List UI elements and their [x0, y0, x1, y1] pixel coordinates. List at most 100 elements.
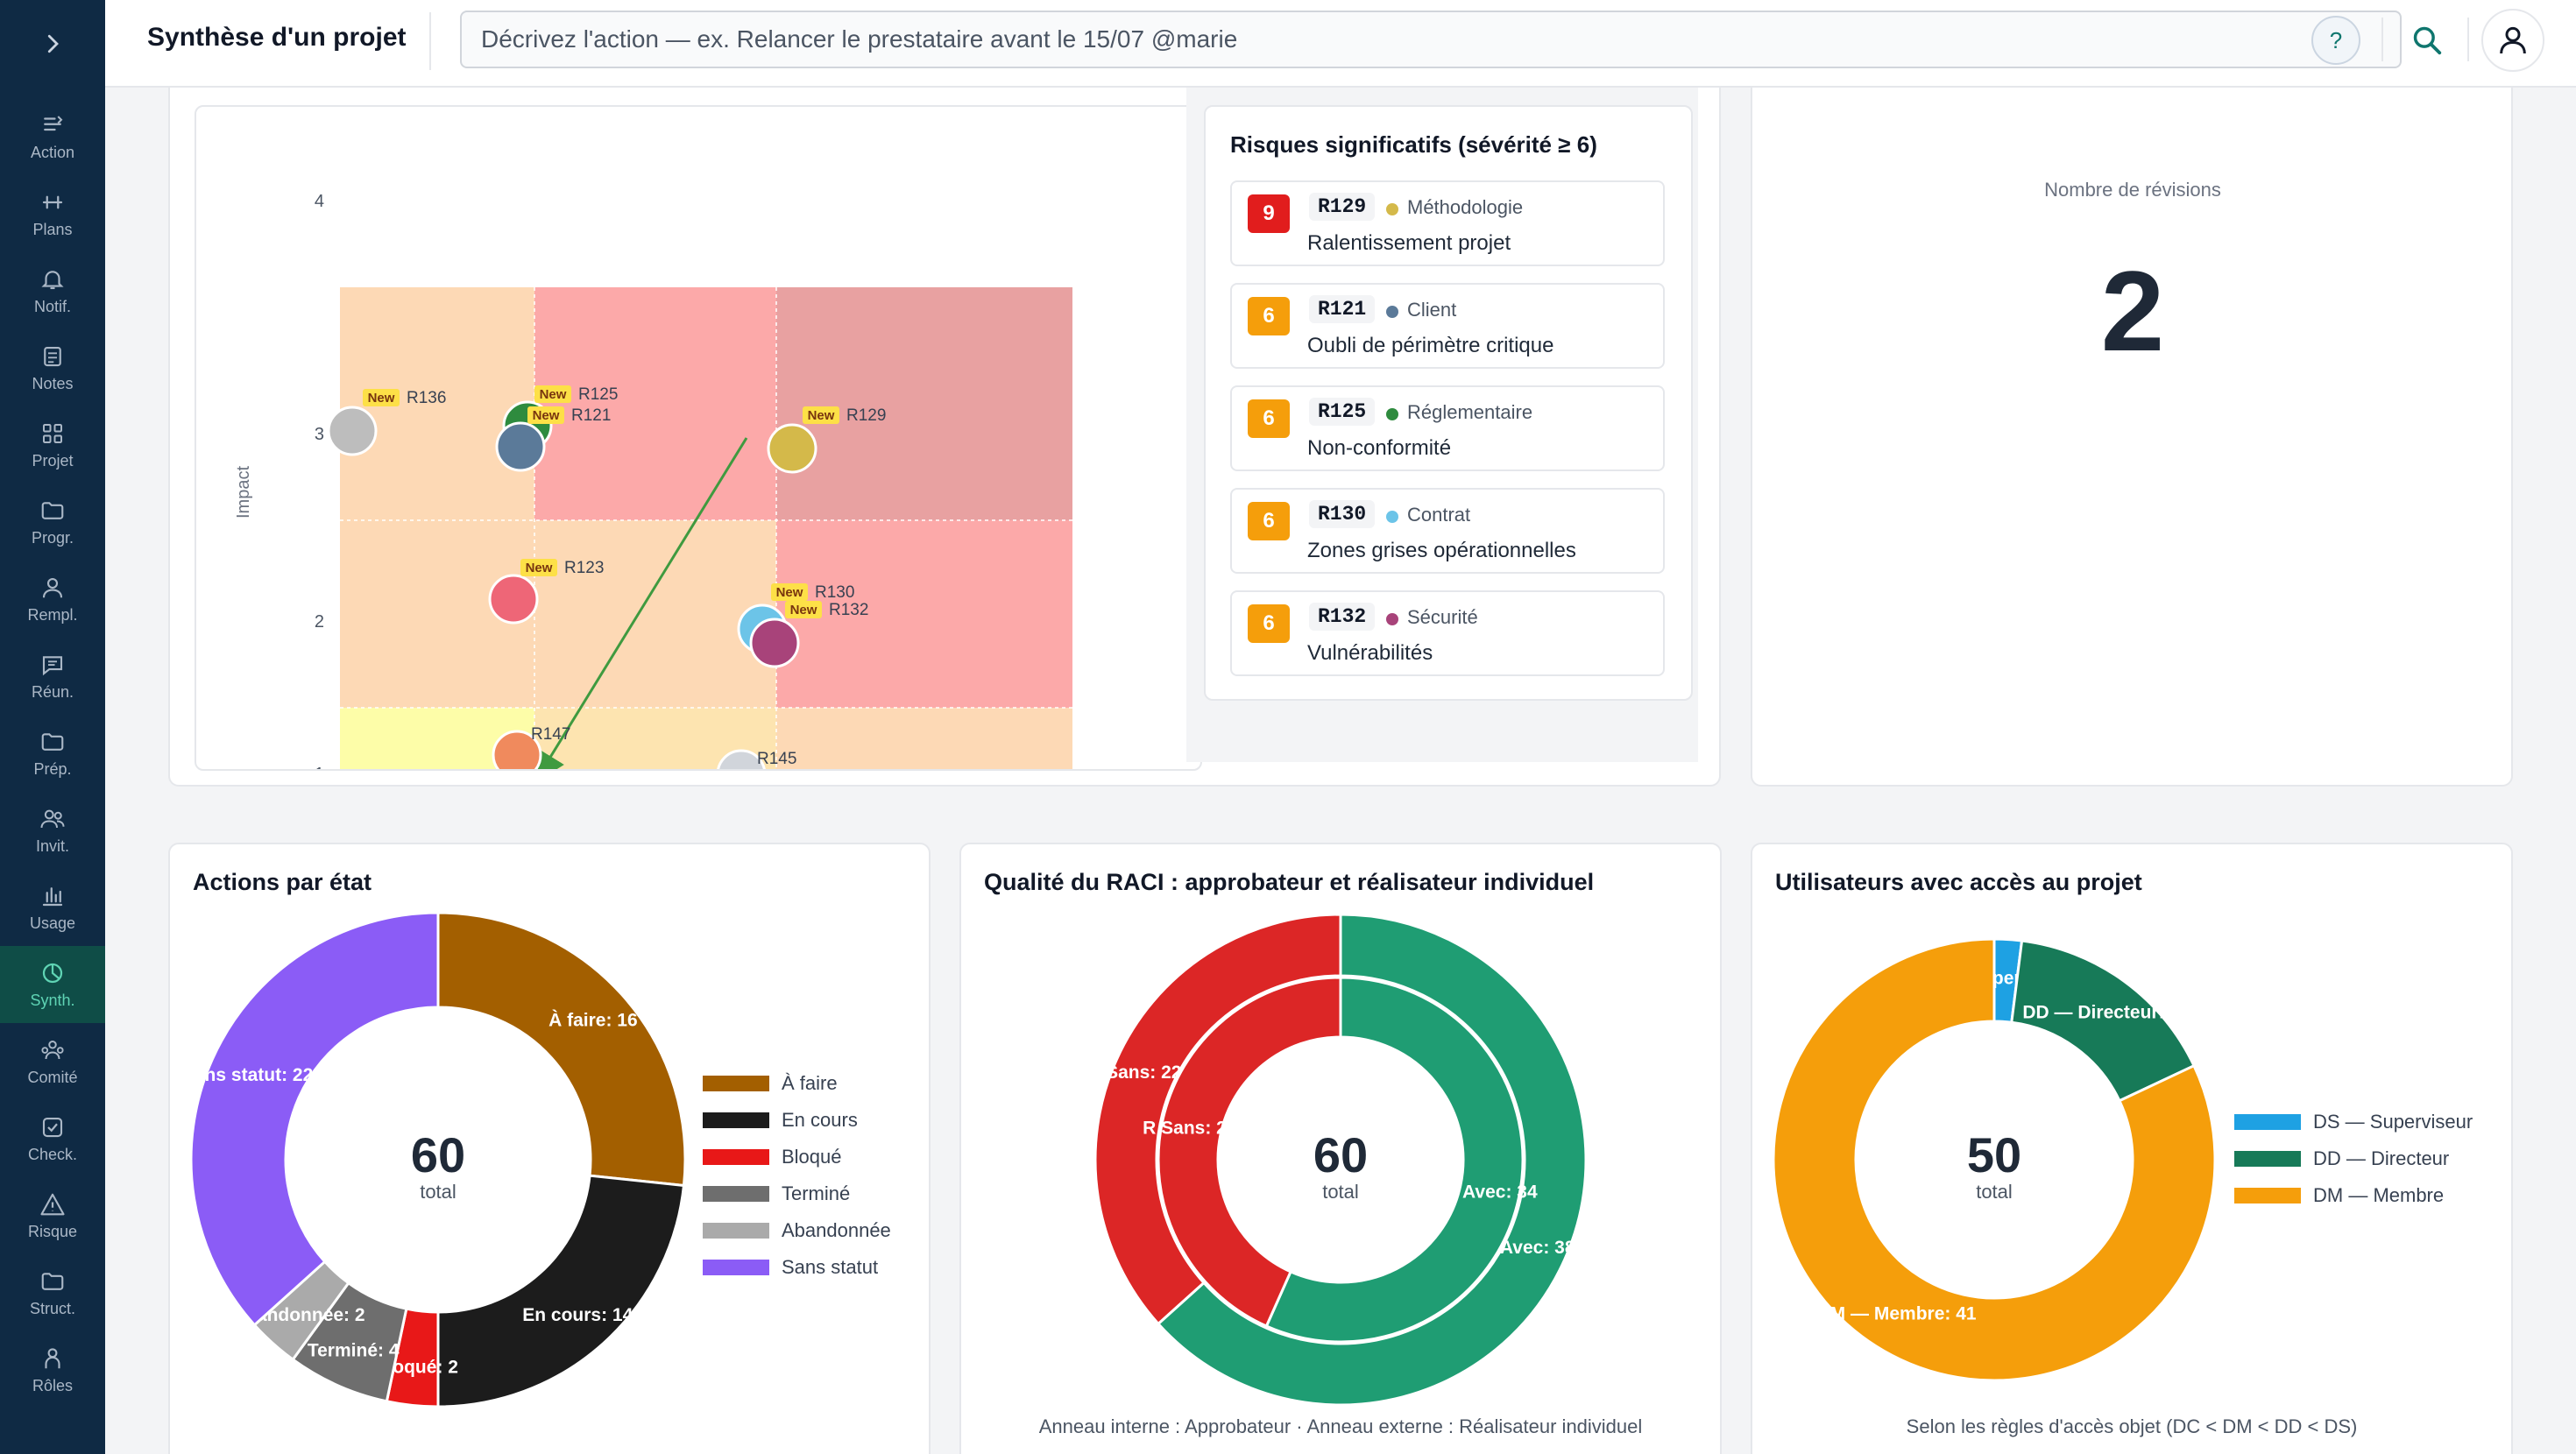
sidebar-item-comité[interactable]: Comité [0, 1023, 105, 1100]
risk-point-r136 [327, 406, 378, 456]
donut-slice [1157, 976, 1342, 1328]
legend-item[interactable]: À faire [703, 1065, 891, 1102]
risk-item-r129[interactable]: 9 R129 Méthodologie Ralentissement projet [1230, 180, 1665, 266]
new-badge [771, 583, 808, 601]
legend-item[interactable]: En cours [703, 1102, 891, 1139]
risk-item-r130[interactable]: 6 R130 Contrat Zones grises opérationnelles [1230, 488, 1665, 574]
sidebar-item-notif[interactable]: Notif. [0, 252, 105, 329]
legend-label: En cours [782, 1109, 858, 1131]
legend-label: Bloqué [782, 1146, 842, 1168]
sidebar-item-usage[interactable]: Usage [0, 869, 105, 946]
sidebar-item-plans[interactable]: Plans [0, 175, 105, 252]
sidebar-item-rôles[interactable]: Rôles [0, 1331, 105, 1408]
sidebar-item-synth[interactable]: Synth. [0, 946, 105, 1023]
sidebar-item-label: Rempl. [27, 605, 78, 624]
risk-point-label: R121 [571, 406, 611, 425]
sidebar-item-label: Action [30, 143, 75, 161]
risk-name: Ralentissement projet [1307, 231, 1511, 255]
legend-label: Terminé [782, 1182, 851, 1204]
legend-swatch [703, 1260, 769, 1275]
donut-total: 50 [1967, 1127, 2021, 1182]
slice-label: Sans statut: 22 [182, 1065, 313, 1085]
matrix-cell [534, 520, 776, 708]
sidebar-item-struct[interactable]: Struct. [0, 1254, 105, 1331]
matrix-cell [534, 287, 776, 520]
sidebar-item-notes[interactable]: Notes [0, 329, 105, 406]
new-badge-label: New [540, 387, 567, 402]
risk-point-label: R123 [564, 559, 604, 577]
legend-swatch [2234, 1188, 2301, 1203]
new-badge-label: New [533, 408, 560, 423]
help-button[interactable]: ? [2311, 16, 2360, 65]
users-footnote: Selon les règles d'accès objet (DC < DM … [1906, 1415, 2358, 1437]
sidebar-item-label: Usage [29, 914, 76, 932]
donut-total-label: total [1322, 1181, 1359, 1203]
page-title: Synthèse d'un projet [147, 23, 407, 52]
actions-by-state-title: Actions par état [193, 869, 372, 895]
sidebar-item-réun[interactable]: Réun. [0, 638, 105, 715]
sidebar-item-invit[interactable]: Invit. [0, 792, 105, 869]
legend-swatch [703, 1186, 769, 1202]
legend-swatch [2234, 1114, 2301, 1130]
actions-legend: À faire En cours Bloqué Terminé Abandonnée Sa… [703, 1065, 891, 1286]
role-icon [45, 1347, 60, 1368]
user-icon [2500, 26, 2526, 54]
legend-label: À faire [782, 1072, 838, 1094]
revisions-label: Nombre de révisions [2044, 179, 2221, 201]
legend-item[interactable]: DD — Directeur [2234, 1140, 2473, 1177]
chat-icon [42, 655, 63, 675]
users-donut-chart: DS — Superviseur: 1DD — Directeur: 8DM —… [1772, 937, 2217, 1382]
category-dot [1386, 511, 1398, 523]
severity-badge: 6 [1248, 399, 1290, 438]
slice-label: DM — Membre: 41 [1817, 1304, 1977, 1324]
sidebar-item-check[interactable]: Check. [0, 1100, 105, 1177]
risk-name: Vulnérabilités [1307, 641, 1433, 665]
risk-point-label: R147 [531, 725, 570, 744]
legend-item[interactable]: Terminé [703, 1175, 891, 1212]
legend-swatch [703, 1149, 769, 1165]
sidebar-item-label: Progr. [31, 528, 74, 547]
category-dot [1386, 613, 1398, 625]
raci-footnote: Anneau interne : Approbateur · Anneau ex… [1038, 1415, 1643, 1437]
help-label: ? [2329, 26, 2343, 53]
risk-item-r132[interactable]: 6 R132 Sécurité Vulnérabilités [1230, 590, 1665, 676]
new-badge [363, 389, 400, 406]
slice-label: En cours: 14 [522, 1305, 633, 1325]
sidebar-toggle-button[interactable] [0, 0, 105, 88]
users-access-card: Utilisateurs avec accès au projet DS — S… [1751, 843, 2513, 1454]
legend-swatch [703, 1076, 769, 1091]
slice-label: R Sans: 26 [1143, 1118, 1236, 1138]
legend-item[interactable]: Bloqué [703, 1139, 891, 1175]
legend-item[interactable]: Abandonnée [703, 1212, 891, 1249]
donut-slice [436, 1174, 686, 1408]
new-badge-label: New [776, 585, 803, 600]
account-button[interactable] [2481, 9, 2544, 72]
risk-item-r125[interactable]: 6 R125 Réglementaire Non-conformité [1230, 385, 1665, 471]
sidebar-item-label: Réun. [31, 682, 74, 701]
sidebar-item-rempl[interactable]: Rempl. [0, 561, 105, 638]
sidebar-item-projet[interactable]: Projet [0, 406, 105, 483]
sidebar-item-action[interactable]: Action [0, 98, 105, 175]
search-button[interactable] [2403, 16, 2452, 65]
y-axis-label: Impact [234, 466, 253, 519]
action-icon [44, 115, 63, 131]
risk-item-r121[interactable]: 6 R121 Client Oubli de périmètre critique [1230, 283, 1665, 369]
notes-icon [44, 346, 61, 366]
legend-item[interactable]: DS — Superviseur [2234, 1104, 2473, 1140]
legend-swatch [703, 1223, 769, 1239]
severity-badge: 6 [1248, 502, 1290, 540]
sidebar-item-risque[interactable]: Risque [0, 1177, 105, 1254]
significant-risks-title: Risques significatifs (sévérité ≥ 6) [1230, 131, 1597, 158]
raci-quality-card: Qualité du RACI : approbateur et réalisa… [959, 843, 1722, 1454]
sidebar-item-prép[interactable]: Prép. [0, 715, 105, 792]
legend-item[interactable]: Sans statut [703, 1249, 891, 1286]
category-dot [1386, 408, 1398, 420]
donut-slice [1156, 913, 1588, 1407]
sidebar-item-progr[interactable]: Progr. [0, 483, 105, 561]
donut-slice [1772, 937, 2217, 1382]
action-input[interactable] [460, 11, 2402, 68]
checkbox-icon [42, 1117, 63, 1137]
sidebar-item-label: Notif. [33, 297, 71, 315]
new-badge-label: New [368, 391, 395, 406]
legend-item[interactable]: DM — Membre [2234, 1177, 2473, 1214]
